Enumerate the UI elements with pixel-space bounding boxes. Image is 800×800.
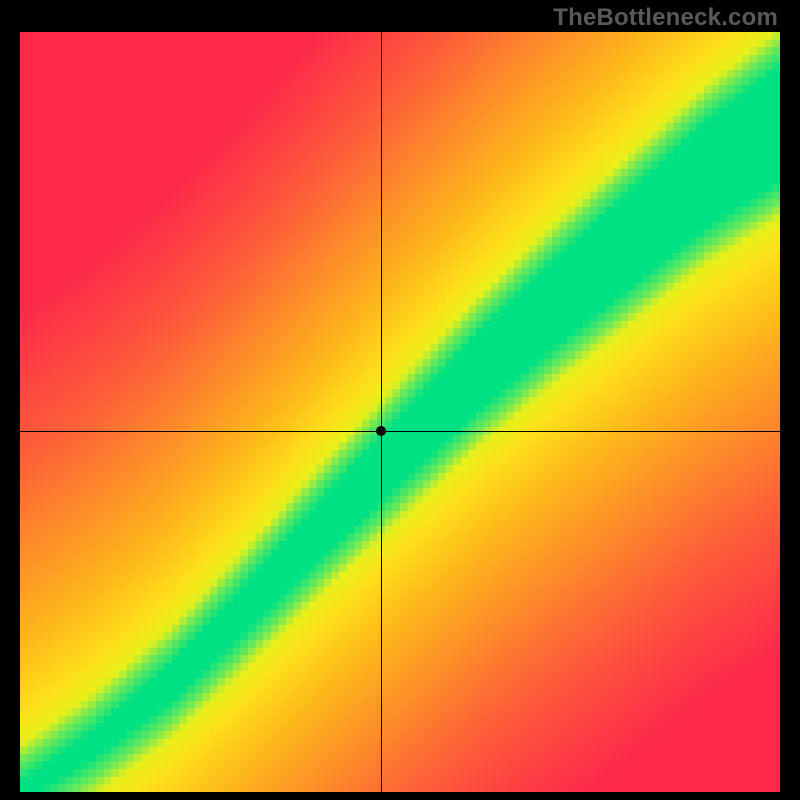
crosshair-horizontal — [20, 431, 780, 432]
selection-marker — [376, 426, 386, 436]
bottleneck-heatmap — [20, 32, 780, 792]
watermark-text: TheBottleneck.com — [553, 4, 778, 32]
chart-container: TheBottleneck.com — [0, 0, 800, 800]
crosshair-vertical — [381, 32, 382, 792]
